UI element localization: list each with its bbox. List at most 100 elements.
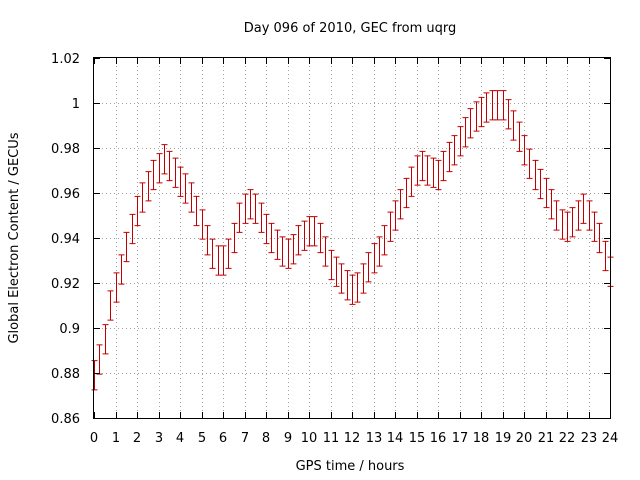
- data-point: [156, 153, 163, 184]
- data-point: [263, 213, 270, 245]
- data-point: [172, 157, 179, 188]
- x-tick-label: 18: [473, 431, 490, 446]
- data-point: [328, 249, 335, 281]
- data-point: [602, 240, 609, 272]
- data-point: [268, 222, 275, 254]
- data-point: [414, 155, 421, 186]
- y-tick-label: 0.86: [51, 412, 80, 427]
- data-point: [177, 166, 184, 197]
- data-point: [419, 150, 426, 182]
- data-point: [118, 254, 125, 285]
- data-point: [397, 189, 404, 220]
- x-axis-label: GPS time / hours: [296, 459, 405, 474]
- y-tick-label: 0.94: [51, 232, 80, 247]
- chart-title: Day 096 of 2010, GEC from uqrg: [244, 21, 457, 36]
- x-tick-label: 19: [495, 431, 512, 446]
- y-tick-label: 1: [72, 97, 80, 112]
- data-point: [516, 121, 523, 152]
- data-point: [548, 189, 555, 220]
- data-point: [462, 117, 469, 148]
- data-point: [473, 101, 480, 132]
- data-point: [285, 238, 292, 269]
- data-point: [564, 211, 571, 242]
- data-point: [96, 344, 103, 375]
- data-point: [295, 225, 302, 256]
- x-tick-label: 20: [516, 431, 533, 446]
- x-tick-label: 0: [90, 431, 98, 446]
- x-tick-label: 3: [155, 431, 163, 446]
- data-point: [365, 252, 372, 283]
- data-point: [483, 92, 490, 123]
- data-point: [215, 245, 222, 276]
- data-point: [553, 200, 560, 231]
- data-point: [446, 141, 453, 173]
- data-point: [510, 110, 517, 141]
- data-point: [247, 189, 254, 220]
- data-point: [279, 236, 286, 267]
- x-tick-label: 7: [241, 431, 249, 446]
- data-point: [537, 168, 544, 200]
- data-point: [457, 126, 464, 157]
- data-point: [150, 159, 157, 191]
- data-layer: [91, 90, 614, 391]
- data-point: [580, 193, 587, 224]
- data-point: [188, 182, 195, 213]
- data-point: [231, 222, 238, 254]
- x-tick-label: 12: [344, 431, 361, 446]
- x-tick-label: 16: [430, 431, 447, 446]
- data-point: [526, 148, 533, 179]
- x-tick-label: 13: [366, 431, 383, 446]
- data-point: [521, 135, 528, 166]
- data-point: [381, 225, 388, 256]
- data-point: [107, 290, 114, 321]
- data-point: [166, 150, 173, 182]
- data-point: [91, 360, 98, 391]
- x-tick-label: 8: [262, 431, 270, 446]
- y-axis-label: Global Electron Content / GECUs: [7, 132, 22, 343]
- y-tick-label: 0.92: [51, 277, 80, 292]
- data-point: [494, 90, 501, 121]
- data-point: [129, 213, 136, 245]
- data-point: [338, 263, 345, 294]
- y-tick-label: 0.96: [51, 187, 80, 202]
- data-point: [467, 108, 474, 139]
- data-point: [258, 202, 265, 233]
- data-point: [123, 231, 130, 263]
- data-point: [333, 256, 340, 287]
- plot-frame: [93, 57, 611, 419]
- y-tick-label: 0.98: [51, 142, 80, 157]
- x-tick-label: 9: [284, 431, 292, 446]
- data-point: [220, 245, 227, 276]
- data-point: [290, 234, 297, 265]
- data-point: [204, 225, 211, 256]
- x-tick-label: 24: [602, 431, 619, 446]
- x-tick-label: 6: [219, 431, 227, 446]
- data-point: [344, 270, 351, 301]
- data-point: [199, 209, 206, 240]
- data-point: [532, 159, 539, 191]
- x-tick-label: 10: [301, 431, 318, 446]
- x-tick-label: 17: [452, 431, 469, 446]
- data-point: [435, 159, 442, 191]
- data-point: [209, 238, 216, 269]
- data-point: [500, 90, 507, 121]
- data-point: [543, 177, 550, 209]
- x-tick-label: 4: [176, 431, 184, 446]
- data-point: [301, 220, 308, 251]
- data-point: [596, 222, 603, 254]
- x-tick-label: 22: [559, 431, 576, 446]
- data-point: [403, 177, 410, 209]
- data-point: [371, 243, 378, 274]
- x-tick-label: 5: [198, 431, 206, 446]
- x-tick-label: 21: [538, 431, 555, 446]
- data-point: [451, 135, 458, 166]
- y-tick-label: 1.02: [51, 52, 80, 67]
- data-point: [376, 236, 383, 267]
- data-point: [193, 195, 200, 227]
- data-point: [102, 324, 109, 355]
- data-point: [322, 236, 329, 267]
- data-point: [145, 171, 152, 202]
- data-point: [430, 157, 437, 188]
- data-point: [113, 272, 120, 303]
